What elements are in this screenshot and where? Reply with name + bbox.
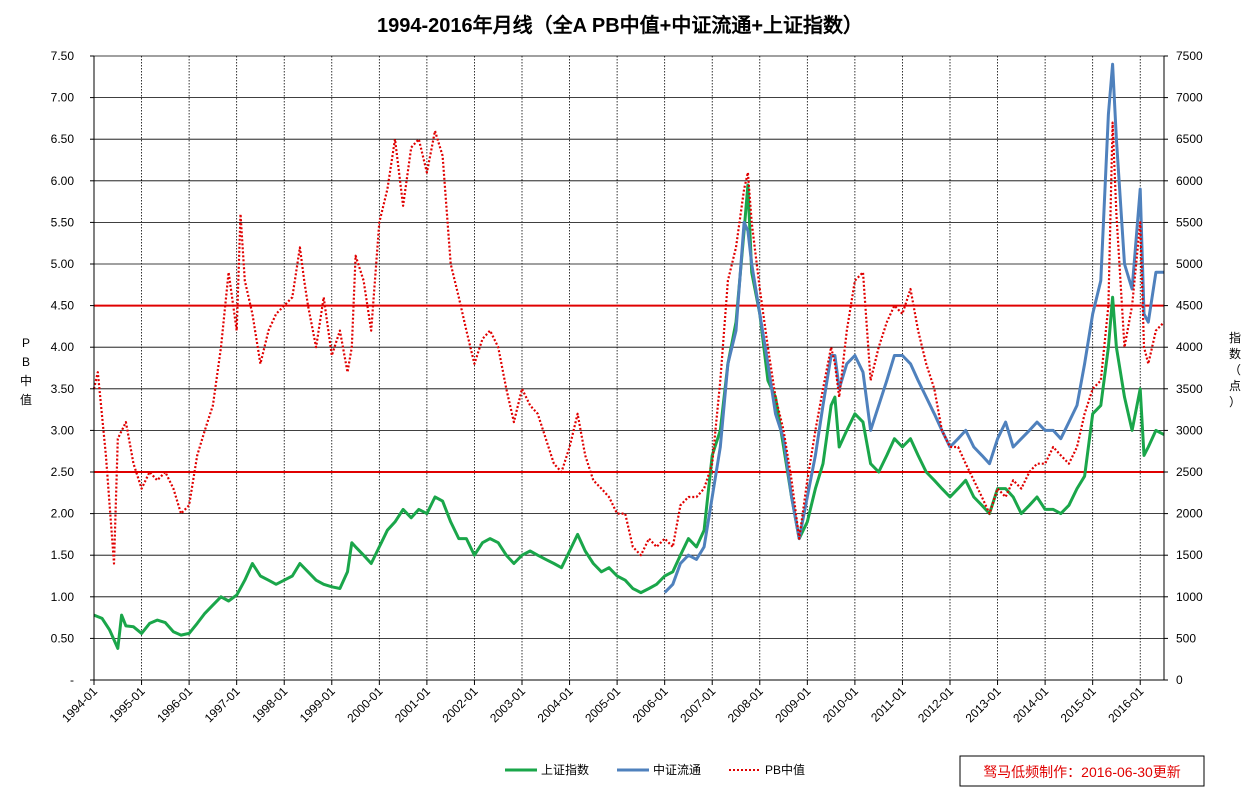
y-tick-right: 2000 [1176,507,1203,521]
x-tick-label: 1994-01 [59,684,100,725]
y-tick-left: 7.00 [51,91,75,105]
x-tick-label: 2005-01 [582,684,623,725]
legend-item: 上证指数 [505,762,589,777]
x-tick-label: 2009-01 [772,684,813,725]
y-tick-left: 6.00 [51,174,75,188]
series-line-中证流通 [663,62,1164,594]
x-tick-label: 2015-01 [1058,684,1099,725]
x-tick-label: 1995-01 [107,684,148,725]
y-tick-right: 2500 [1176,465,1203,479]
x-tick-label: 2013-01 [963,684,1004,725]
axis-label-text: P B 中值 [20,336,32,407]
right-axis-ticks: 0 500 1000 1500 2000 2500 3000 3500 4000 4500 5000… [1164,49,1203,687]
y-tick-left: 5.00 [51,257,75,271]
y-tick-left: 3.00 [51,423,75,437]
reference-lines [94,304,1164,473]
credit-box [959,755,1205,787]
x-tick-label: 2007-01 [677,684,718,725]
x-tick-label: 2000-01 [344,684,385,725]
x-tick-label: 2002-01 [440,684,481,725]
x-tick-label: 2003-01 [487,684,528,725]
y-tick-left: 6.50 [51,132,75,146]
y-tick-left: 2.50 [51,465,75,479]
series-line-上证指数 [93,183,1165,650]
y-tick-right: 3500 [1176,382,1203,396]
y-tick-right: 4000 [1176,340,1203,354]
legend-item: PB中值 [729,762,805,777]
legend-label: PB中值 [765,762,805,777]
y-tick-right: 7500 [1176,49,1203,63]
legend-label: 中证流通 [653,762,701,777]
chart-title: 1994-2016年月线（全A PB中值+中证流通+上证指数） [377,13,863,37]
y-tick-right: 7000 [1176,91,1203,105]
x-tick-label: 1996-01 [154,684,195,725]
y-tick-left: 4.50 [51,299,75,313]
y-axis-label-left: P B 中值 [20,336,32,407]
axis-label-text: 指数（点） [1229,330,1241,409]
y-tick-left: 2.00 [51,507,75,521]
x-tick-label: 2011-01 [868,684,909,725]
legend-label: 上证指数 [541,762,589,777]
y-tick-left: 5.50 [51,215,75,229]
x-tick-label: 1999-01 [297,684,338,725]
y-tick-right: 1000 [1176,590,1203,604]
y-tick-right: 3000 [1176,423,1203,437]
y-tick-left: 0.50 [51,631,75,645]
y-tick-left: 7.50 [51,49,75,63]
x-tick-label: 2008-01 [725,684,766,725]
y-tick-right: 0 [1176,673,1183,687]
x-tick-label: 1997-01 [202,684,243,725]
x-tick-label: 2016-01 [1105,684,1146,725]
axes [93,56,1165,681]
y-tick-right: 500 [1176,631,1196,645]
series-layer [92,62,1165,650]
y-tick-right: 6000 [1176,174,1203,188]
x-tick-label: 2014-01 [1010,684,1051,725]
x-tick-label: 2001-01 [392,684,433,725]
y-tick-left: 1.00 [51,590,75,604]
y-tick-right: 5500 [1176,215,1203,229]
x-tick-label: 2012-01 [915,684,956,725]
credit-text: 驽马低频制作：2016-06-30更新 [983,764,1181,780]
x-tick-label: 2006-01 [630,684,671,725]
series-line-PB中值 [92,121,1165,565]
legend-item: 中证流通 [617,762,701,777]
x-tick-label: 2010-01 [820,684,861,725]
x-tick-label: 1998-01 [249,684,290,725]
legend: 上证指数 中证流通 PB中值 [505,762,805,777]
x-tick-label: 2004-01 [535,684,576,725]
y-tick-left: 3.50 [51,382,75,396]
y-tick-right: 1500 [1176,548,1203,562]
y-axis-label-right: 指数（点） [1229,330,1241,409]
y-tick-left: 1.50 [51,548,75,562]
y-tick-right: 5000 [1176,257,1203,271]
y-tick-right: 6500 [1176,132,1203,146]
y-tick-right: 4500 [1176,299,1203,313]
y-tick-left: 4.00 [51,340,75,354]
left-axis-ticks: - 0.50 1.00 1.50 2.00 2.50 3.00 3.50 4.00 4.50 5.0… [51,49,94,687]
x-axis-ticks: 1994-01 1995-01 1996-01 1997-01 1998-01 1999-… [59,680,1147,725]
y-tick-left: - [70,673,74,687]
